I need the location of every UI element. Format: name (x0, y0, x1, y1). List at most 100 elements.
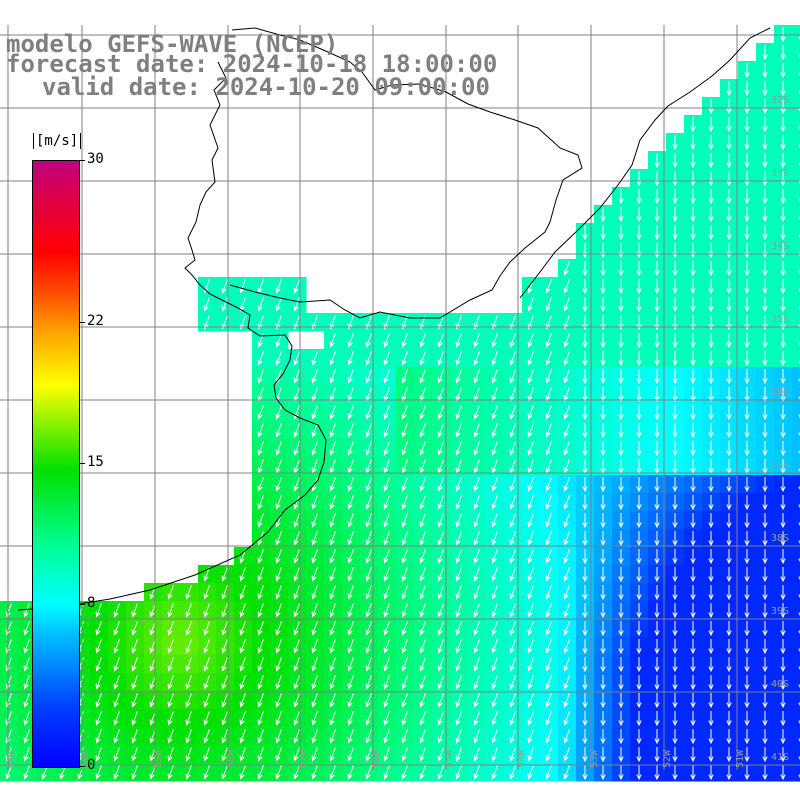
wind-arrow (618, 279, 624, 295)
wind-arrow (600, 585, 606, 601)
wind-speed-field (0, 25, 800, 782)
wind-arrow (708, 369, 714, 385)
wind-arrow (672, 621, 678, 637)
wind-arrow (672, 729, 678, 745)
wind-arrow (762, 603, 768, 619)
wind-arrow (275, 711, 282, 726)
wind-cell (792, 79, 800, 98)
wind-arrow (762, 45, 768, 61)
wind-cell (792, 727, 800, 746)
wind-arrow (257, 765, 264, 780)
wind-arrow (365, 621, 372, 636)
latitude-label: 35S (771, 314, 789, 325)
wind-arrow (383, 585, 390, 600)
wind-arrow (329, 711, 336, 726)
wind-arrow (582, 225, 588, 241)
wind-arrow (762, 513, 768, 529)
wind-arrow (473, 477, 480, 492)
wind-arrow (654, 711, 660, 727)
wind-arrow (545, 585, 552, 600)
wind-cell (792, 565, 800, 584)
wind-arrow (257, 477, 264, 492)
wind-arrow (473, 351, 480, 366)
wind-cell (792, 421, 800, 440)
wind-arrow (275, 531, 282, 546)
wind-arrow (726, 513, 732, 529)
wind-arrow (329, 693, 336, 708)
wind-arrow (113, 657, 120, 672)
wind-arrow (654, 729, 660, 745)
wind-arrow (473, 423, 480, 438)
wind-arrow (600, 675, 606, 691)
wind-arrow (491, 351, 498, 366)
wind-arrow (563, 405, 570, 420)
wind-arrow (563, 585, 570, 600)
wind-arrow (167, 639, 174, 654)
wind-arrow (347, 351, 354, 366)
wind-arrow (23, 765, 30, 780)
wind-arrow (690, 351, 696, 367)
wind-arrow (293, 603, 300, 618)
wind-arrow (708, 531, 714, 547)
wind-arrow (527, 441, 534, 456)
wind-arrow (527, 495, 534, 510)
wind-arrow (473, 567, 480, 582)
wind-arrow (744, 81, 750, 97)
wind-arrow (726, 189, 732, 205)
wind-arrow (527, 351, 534, 366)
wind-arrow (257, 387, 264, 402)
wind-arrow (401, 621, 408, 636)
wind-arrow (672, 369, 678, 385)
wind-arrow (708, 603, 714, 619)
wind-arrow (780, 621, 786, 637)
wind-arrow (293, 549, 300, 564)
wind-arrow (618, 369, 624, 385)
wind-arrow (780, 117, 786, 133)
wind-arrow (5, 711, 12, 726)
wind-arrow (654, 387, 660, 403)
wind-arrow (311, 369, 318, 384)
wind-arrow (293, 621, 300, 636)
wind-arrow (527, 477, 534, 492)
wind-arrow (473, 729, 480, 744)
wind-arrow (636, 189, 642, 205)
wind-arrow (618, 477, 624, 493)
wind-arrow (329, 333, 336, 348)
wind-arrow (455, 567, 462, 582)
wind-arrow (780, 81, 786, 97)
wind-arrow (257, 549, 264, 564)
wind-arrow (131, 693, 138, 708)
wind-arrow (545, 513, 552, 528)
wind-arrow (257, 567, 264, 582)
wind-arrow (545, 405, 552, 420)
wind-arrow (672, 207, 678, 223)
wind-arrow (654, 369, 660, 385)
model-title: modelo GEFS-WAVE (NCEP) (6, 30, 339, 58)
wind-arrow (347, 549, 354, 564)
wind-arrow (762, 675, 768, 691)
wind-arrow (311, 675, 318, 690)
longitude-label: 60W (80, 749, 91, 768)
wind-arrow (491, 477, 498, 492)
wind-arrow (275, 351, 282, 366)
wind-arrow (618, 567, 624, 583)
wind-arrow (383, 405, 390, 420)
wind-arrow (744, 477, 750, 493)
wind-arrow (636, 171, 642, 187)
wind-arrow (780, 567, 786, 583)
wind-arrow (545, 297, 552, 312)
wind-arrow (401, 441, 408, 456)
wind-arrow (708, 729, 714, 745)
wind-arrow (744, 675, 750, 691)
wind-arrow (239, 639, 246, 654)
wind-arrow (185, 765, 192, 780)
wind-arrow (437, 441, 444, 456)
wind-arrow (203, 315, 210, 330)
wind-arrow (762, 333, 768, 349)
wind-arrow (221, 729, 228, 744)
wind-arrow (311, 513, 318, 528)
wind-arrow (654, 531, 660, 547)
wind-arrow (329, 765, 336, 780)
wind-cell (792, 97, 800, 116)
wind-arrow (311, 657, 318, 672)
